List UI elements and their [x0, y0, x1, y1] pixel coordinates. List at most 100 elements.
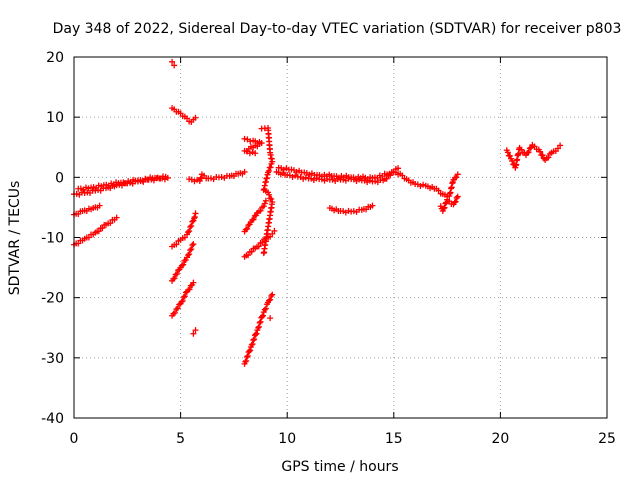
- x-axis-label: GPS time / hours: [281, 459, 398, 475]
- data-point: [250, 216, 257, 223]
- data-point: [186, 286, 193, 293]
- data-point: [506, 152, 513, 159]
- data-point: [187, 223, 194, 230]
- data-point: [191, 214, 198, 221]
- x-tick-label: 0: [70, 431, 79, 447]
- data-point: [241, 168, 248, 175]
- data-point: [190, 279, 197, 286]
- x-tick-label: 5: [176, 431, 185, 447]
- data-point: [197, 175, 204, 182]
- data-point: [246, 348, 253, 355]
- data-point: [192, 114, 199, 121]
- data-point: [545, 154, 552, 161]
- data-point: [181, 257, 188, 264]
- data-point: [504, 149, 511, 156]
- data-point: [154, 174, 161, 181]
- data-point: [95, 228, 102, 235]
- data-point: [454, 193, 461, 200]
- data-point: [268, 195, 275, 202]
- data-point: [399, 172, 406, 179]
- data-point: [99, 225, 106, 232]
- data-point: [181, 234, 188, 241]
- data-point: [454, 171, 461, 178]
- data-point: [172, 271, 179, 278]
- data-point: [186, 251, 193, 258]
- data-point: [417, 183, 424, 190]
- data-point: [451, 199, 458, 206]
- data-point: [524, 150, 531, 157]
- data-point: [162, 173, 169, 180]
- data-point: [247, 347, 254, 354]
- data-point: [268, 160, 275, 167]
- data-point: [289, 174, 296, 181]
- data-point: [178, 262, 185, 269]
- data-point: [267, 315, 274, 322]
- data-point: [266, 164, 273, 171]
- data-point: [189, 242, 196, 249]
- data-point: [300, 175, 307, 182]
- data-point: [262, 305, 269, 312]
- data-point: [171, 309, 178, 316]
- data-point: [179, 297, 186, 304]
- data-point: [243, 353, 250, 360]
- data-point: [267, 296, 274, 303]
- data-point: [266, 297, 273, 304]
- data-point: [107, 220, 114, 227]
- data-point: [329, 176, 336, 183]
- data-point: [251, 336, 258, 343]
- data-point: [369, 202, 376, 209]
- data-point: [269, 230, 276, 237]
- data-point: [170, 275, 177, 282]
- data-point: [440, 205, 447, 212]
- data-point: [255, 323, 262, 330]
- data-point: [187, 247, 194, 254]
- data-point: [243, 357, 250, 364]
- x-tick-label: 25: [598, 431, 616, 447]
- data-point: [271, 227, 278, 234]
- y-tick-label: -10: [41, 231, 64, 247]
- data-point: [442, 200, 449, 207]
- data-point: [255, 243, 262, 250]
- data-point: [554, 145, 561, 152]
- y-tick-label: 10: [46, 110, 64, 126]
- data-point: [244, 353, 251, 360]
- data-point: [207, 175, 214, 182]
- data-point: [192, 327, 199, 334]
- data-point: [452, 198, 459, 205]
- data-point: [261, 306, 268, 313]
- data-point: [435, 187, 442, 194]
- data-point: [261, 200, 268, 207]
- data-point: [259, 313, 266, 320]
- data-point: [259, 312, 266, 319]
- y-tick-label: -40: [41, 411, 64, 427]
- data-point: [244, 225, 251, 232]
- data-point: [249, 340, 256, 347]
- x-tick-label: 15: [385, 431, 403, 447]
- data-point: [190, 330, 197, 337]
- data-point: [171, 275, 178, 282]
- y-tick-label: 0: [55, 170, 64, 186]
- data-point: [242, 358, 249, 365]
- data-point: [242, 226, 249, 233]
- data-point: [420, 181, 427, 188]
- data-point: [173, 306, 180, 313]
- data-point: [260, 250, 267, 257]
- data-point: [73, 190, 80, 197]
- data-point: [183, 115, 190, 122]
- y-axis-label: SDTVAR / TECUs: [7, 181, 23, 296]
- x-tick-label: 10: [278, 431, 296, 447]
- data-point: [96, 202, 103, 209]
- data-point: [185, 229, 192, 236]
- y-tick-label: -20: [41, 291, 64, 307]
- data-point: [171, 62, 178, 69]
- data-point: [252, 150, 259, 157]
- data-point: [252, 331, 259, 338]
- data-point: [257, 207, 264, 214]
- axis-ticks: 0 5 10 15 20 25 -40 -30 -20 -10 0 10 20: [41, 50, 616, 447]
- data-point: [178, 298, 185, 305]
- data-point: [260, 203, 267, 210]
- data-point: [302, 174, 309, 181]
- data-point: [190, 241, 197, 248]
- data-point: [249, 149, 256, 156]
